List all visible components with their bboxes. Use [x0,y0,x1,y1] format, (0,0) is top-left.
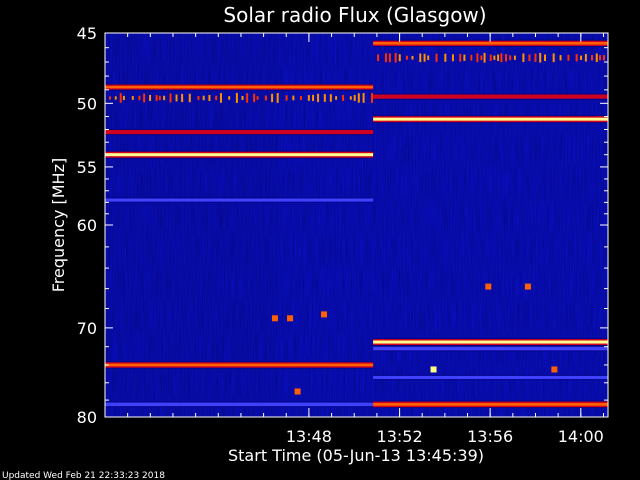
emission-line [105,197,374,203]
plot-area [105,33,608,417]
emission-spot [294,388,301,395]
emission-line [373,400,608,409]
y-tick-label: 45 [77,24,97,43]
emission-spots [271,283,558,395]
y-tick-label: 70 [77,319,97,338]
emission-spot [524,283,531,290]
emission-line [105,83,374,91]
x-tick-label: 13:56 [467,427,513,446]
y-tick-label: 80 [77,408,97,427]
emission-line [105,361,374,369]
emission-line [105,401,374,408]
emission-line [373,374,608,381]
x-tick-label: 14:00 [558,427,604,446]
burst-rows [109,52,605,103]
y-tick-label: 50 [77,94,97,113]
emission-spot [287,315,294,322]
y-tick-label: 55 [77,158,97,177]
burst-row [377,52,605,63]
emission-spot [430,366,437,373]
emission-line [105,150,374,159]
footer-updated: Updated Wed Feb 21 22:33:23 2018 [2,471,165,480]
emission-line [373,93,608,100]
emission-line [373,338,608,347]
emission-spot [485,283,492,290]
emission-spot [551,366,558,373]
emission-lines [105,39,608,409]
emission-line [105,128,374,136]
emission-spot [271,315,278,322]
emission-line [373,39,608,47]
burst-row [109,92,374,103]
emission-spot [321,311,328,318]
x-tick-label: 13:52 [377,427,423,446]
axes: 45 50 55 60 70 80 13:48 13:52 13:56 14:00 [77,24,608,446]
chart-title: Solar radio Flux (Glasgow) [223,3,486,27]
y-tick-label: 60 [77,216,97,235]
y-axis-label: Frequency [MHz] [49,158,68,292]
x-axis-label: Start Time (05-Jun-13 13:45:39) [228,446,484,465]
emission-line [373,115,608,124]
emission-line [373,345,608,352]
x-tick-label: 13:48 [286,427,332,446]
